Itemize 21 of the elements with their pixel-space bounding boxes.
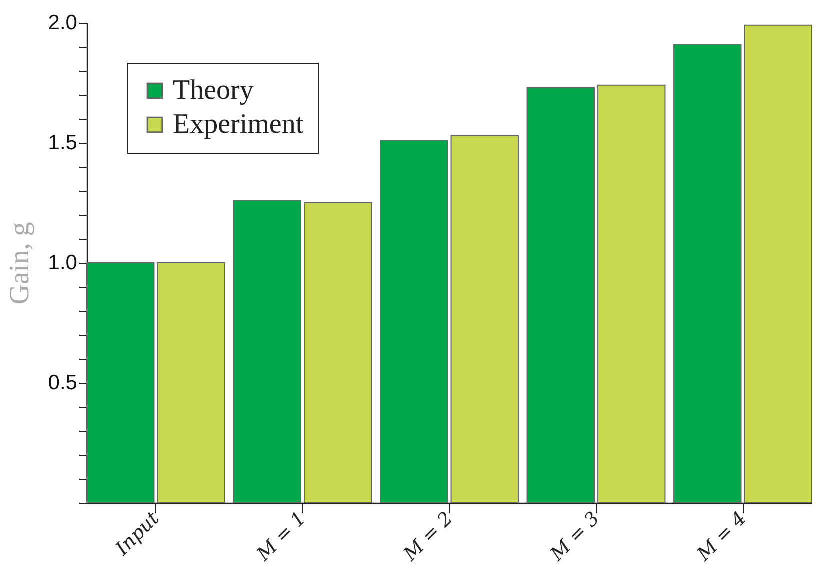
y-tick-label: 1.0 [48, 252, 78, 274]
x-tick-label: M = 4 [692, 508, 751, 566]
bar [744, 24, 812, 504]
bar [86, 262, 155, 504]
bar [304, 202, 372, 504]
bar [380, 140, 448, 504]
x-tick-label: M = 3 [546, 508, 604, 566]
bar [450, 135, 519, 504]
bar [598, 84, 666, 504]
bar [157, 262, 226, 504]
bar [526, 87, 595, 504]
y-tick-label: 0.5 [48, 372, 78, 394]
bar [233, 200, 302, 504]
y-axis-title: Gain, g [4, 222, 36, 305]
x-tick-label: M = 1 [252, 508, 311, 566]
bar [674, 44, 742, 504]
legend-label: Theory [173, 75, 254, 106]
y-tick-label: 1.5 [48, 132, 78, 154]
y-tick-label: 2.0 [48, 12, 78, 34]
legend-label: Experiment [173, 109, 304, 140]
x-tick-label: M = 2 [398, 508, 458, 566]
